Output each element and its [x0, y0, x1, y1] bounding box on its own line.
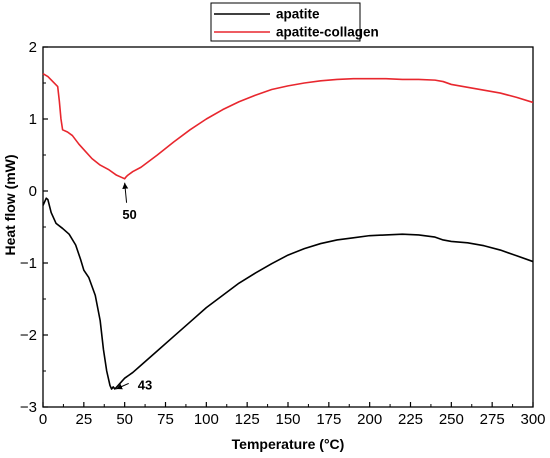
legend-label-apatite: apatite	[276, 7, 320, 22]
x-tick-label: 275	[480, 411, 505, 428]
series-line-apatite	[42, 197, 534, 390]
legend-box	[210, 2, 361, 42]
y-tick-label: 1	[29, 111, 37, 128]
x-axis-title: Temperature (°C)	[232, 436, 345, 452]
x-tick-label: 75	[157, 411, 174, 428]
annotation-layer: 50 43	[116, 182, 152, 392]
y-axis-title: Heat flow (mW)	[2, 154, 18, 255]
y-tick-label: 0	[29, 183, 37, 200]
plot-frame	[42, 46, 534, 408]
y-tick-label: 2	[29, 39, 37, 56]
x-tick-label: 0	[39, 411, 47, 428]
x-axis-ticks: 0 25 50 75 100 125 150 175 200 225 250 275 300	[39, 402, 546, 428]
annotation-arrow	[122, 182, 129, 203]
annotation-label: 43	[138, 377, 152, 392]
annotation-label: 50	[122, 207, 136, 222]
x-tick-label: 175	[316, 411, 341, 428]
x-tick-label: 300	[520, 411, 545, 428]
y-tick-label: −2	[20, 327, 37, 344]
x-tick-label: 125	[235, 411, 260, 428]
annotation-arrow	[116, 382, 129, 390]
x-tick-label: 225	[398, 411, 423, 428]
x-tick-label: 25	[75, 411, 92, 428]
y-tick-label: −1	[20, 255, 37, 272]
legend: apatite apatite-collagen	[210, 2, 379, 42]
series-line-apatite-collagen	[42, 72, 534, 180]
x-tick-label: 100	[194, 411, 219, 428]
x-tick-label: 50	[116, 411, 133, 428]
x-tick-label: 150	[275, 411, 300, 428]
x-tick-label: 200	[357, 411, 382, 428]
x-tick-label: 250	[439, 411, 464, 428]
y-axis-ticks: −3 −2 −1 0 1 2	[20, 39, 48, 416]
y-tick-label: −3	[20, 399, 37, 416]
legend-label-apatite-collagen: apatite-collagen	[276, 25, 379, 40]
series-layer	[42, 72, 534, 390]
